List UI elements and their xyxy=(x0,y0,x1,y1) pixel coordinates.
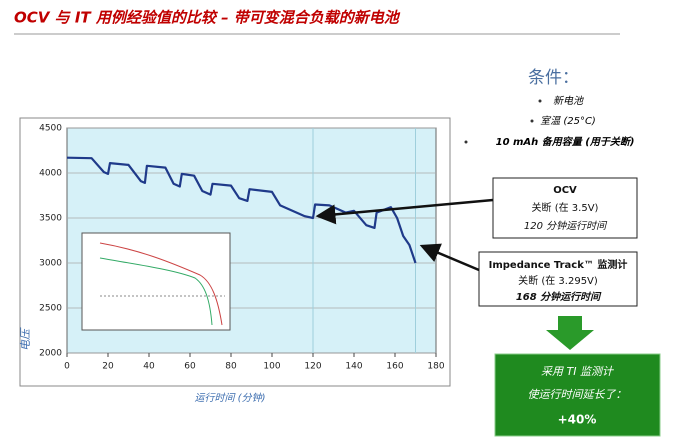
x-tick-label: 80 xyxy=(225,362,237,372)
x-tick-label: 160 xyxy=(386,362,403,372)
x-tick-label: 180 xyxy=(427,362,444,372)
callout-arrow xyxy=(419,243,480,272)
result-text: 使运行时间延长了： xyxy=(528,388,627,401)
x-tick-label: 120 xyxy=(304,362,321,372)
callout-text: Impedance Track™ 监测计 xyxy=(489,258,628,271)
callout-text: 120 分钟运行时间 xyxy=(524,220,608,232)
result-text: 采用 TI 监测计 xyxy=(541,365,614,378)
x-axis-label: 运行时间 (分钟) xyxy=(195,392,266,404)
condition-item: 新电池 xyxy=(553,95,584,107)
condition-item: 室温 (25°C) xyxy=(540,115,596,127)
x-tick-label: 40 xyxy=(143,362,155,372)
y-tick-label: 2000 xyxy=(39,349,62,359)
x-tick-label: 0 xyxy=(64,362,70,372)
y-tick-label: 3500 xyxy=(39,214,62,224)
callout-box xyxy=(492,177,638,239)
data-line xyxy=(66,156,417,264)
title: OCV 与 IT 用例经验值的比较 – 带可变混合负载的新电池 xyxy=(14,9,401,27)
result-box xyxy=(494,353,661,437)
callout-text: 关断 (在 3.295V) xyxy=(518,274,598,287)
callout-box xyxy=(478,251,638,307)
result-text: +40% xyxy=(558,413,597,427)
x-tick-label: 140 xyxy=(345,362,362,372)
y-tick-label: 3000 xyxy=(39,259,62,269)
y-tick-label: 2500 xyxy=(39,304,62,314)
condition-item: 10 mAh 备用容量 (用于关断) xyxy=(496,136,635,148)
callout-text: OCV xyxy=(553,185,577,196)
down-arrow xyxy=(546,316,594,350)
callout-arrow xyxy=(315,198,494,225)
x-tick-label: 100 xyxy=(263,362,280,372)
callout-text: 168 分钟运行时间 xyxy=(516,291,602,303)
conditions-heading: 条件： xyxy=(528,68,579,88)
bullets xyxy=(464,99,542,144)
inset-chart xyxy=(81,232,231,331)
x-tick-label: 60 xyxy=(184,362,196,372)
y-tick-label: 4000 xyxy=(39,169,62,179)
callout-text: 关断 (在 3.5V) xyxy=(532,201,599,214)
y-axis-label: 电压 xyxy=(19,327,32,351)
y-tick-label: 4500 xyxy=(39,124,62,134)
x-tick-label: 20 xyxy=(102,362,114,372)
